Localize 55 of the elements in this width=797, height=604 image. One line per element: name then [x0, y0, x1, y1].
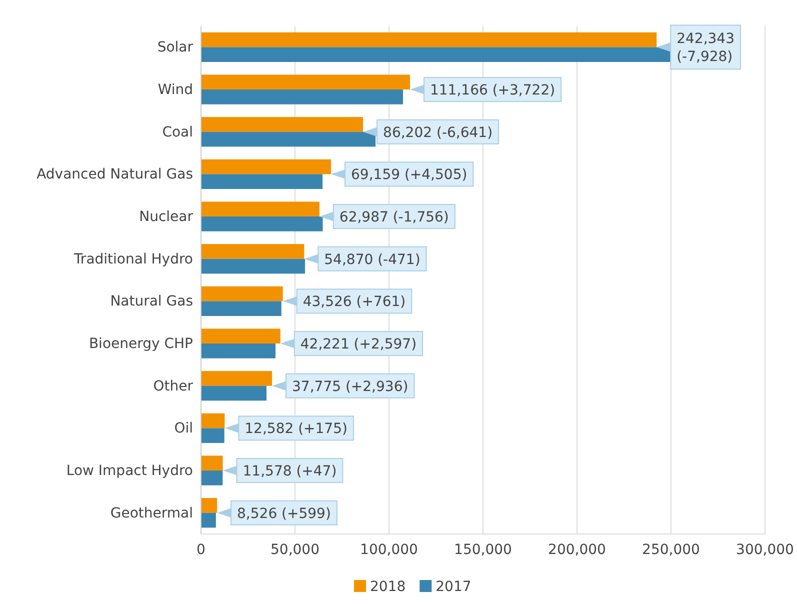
bar [201, 413, 225, 428]
data-label: 8,526 (+599) [237, 506, 331, 522]
bar [201, 371, 272, 386]
data-label: 37,775 (+2,936) [292, 378, 408, 395]
data-label: 42,221 (+2,597) [300, 336, 417, 352]
bar [201, 32, 657, 48]
bar [201, 244, 304, 259]
y-tick-label: Nuclear [139, 208, 194, 225]
y-tick-label: Low Impact Hydro [66, 462, 193, 479]
x-tick-label: 100,000 [360, 542, 418, 558]
data-label: 242,343 (-7,928) [676, 31, 735, 66]
x-tick-label: 50,000 [270, 542, 320, 558]
bar [201, 470, 223, 486]
data-label: 43,526 (+761) [302, 294, 406, 310]
legend-label: 2017 [436, 579, 472, 595]
bar [201, 74, 410, 90]
bar [201, 512, 216, 528]
data-label: 12,582 (+175) [244, 421, 348, 438]
data-label: 111,166 (+3,722) [430, 82, 556, 98]
bar [201, 202, 320, 216]
bar [201, 258, 306, 274]
data-label: 62,987 (-1,756) [339, 210, 449, 226]
bar [201, 344, 276, 358]
bar [201, 286, 283, 302]
data-label: 69,159 (+4,505) [351, 167, 468, 184]
bar [201, 301, 282, 316]
data-label: 54,870 (-471) [324, 252, 420, 268]
bar [201, 328, 280, 344]
x-tick-label: 0 [196, 542, 206, 558]
bar [201, 117, 364, 132]
x-tick-label: 250,000 [642, 542, 700, 558]
y-tick-label: Other [153, 378, 194, 394]
x-tick-label: 300,000 [736, 542, 794, 558]
bar [201, 456, 223, 470]
data-label: 11,578 (+47) [242, 464, 337, 480]
y-tick-label: Oil [174, 420, 193, 437]
legend-label: 2018 [370, 579, 406, 595]
y-tick-label: Solar [157, 40, 194, 56]
y-tick-label: Bioenergy CHP [88, 336, 193, 352]
y-tick-label: Advanced Natural Gas [36, 166, 193, 183]
x-tick-label: 150,000 [454, 542, 512, 558]
y-tick-label: Geothermal [110, 505, 193, 522]
bar [201, 498, 218, 513]
x-tick-label: 200,000 [548, 542, 606, 558]
y-tick-label: Traditional Hydro [72, 251, 193, 268]
bar [201, 216, 323, 232]
y-tick-label: Wind [158, 82, 193, 98]
bar [201, 174, 323, 189]
y-tick-label: Natural Gas [110, 294, 193, 310]
bar [201, 159, 332, 174]
y-tick-label: Coal [162, 124, 193, 140]
data-label: 86,202 (-6,641) [383, 124, 493, 141]
bar [201, 428, 224, 443]
bar [201, 386, 266, 401]
bar [201, 90, 403, 104]
